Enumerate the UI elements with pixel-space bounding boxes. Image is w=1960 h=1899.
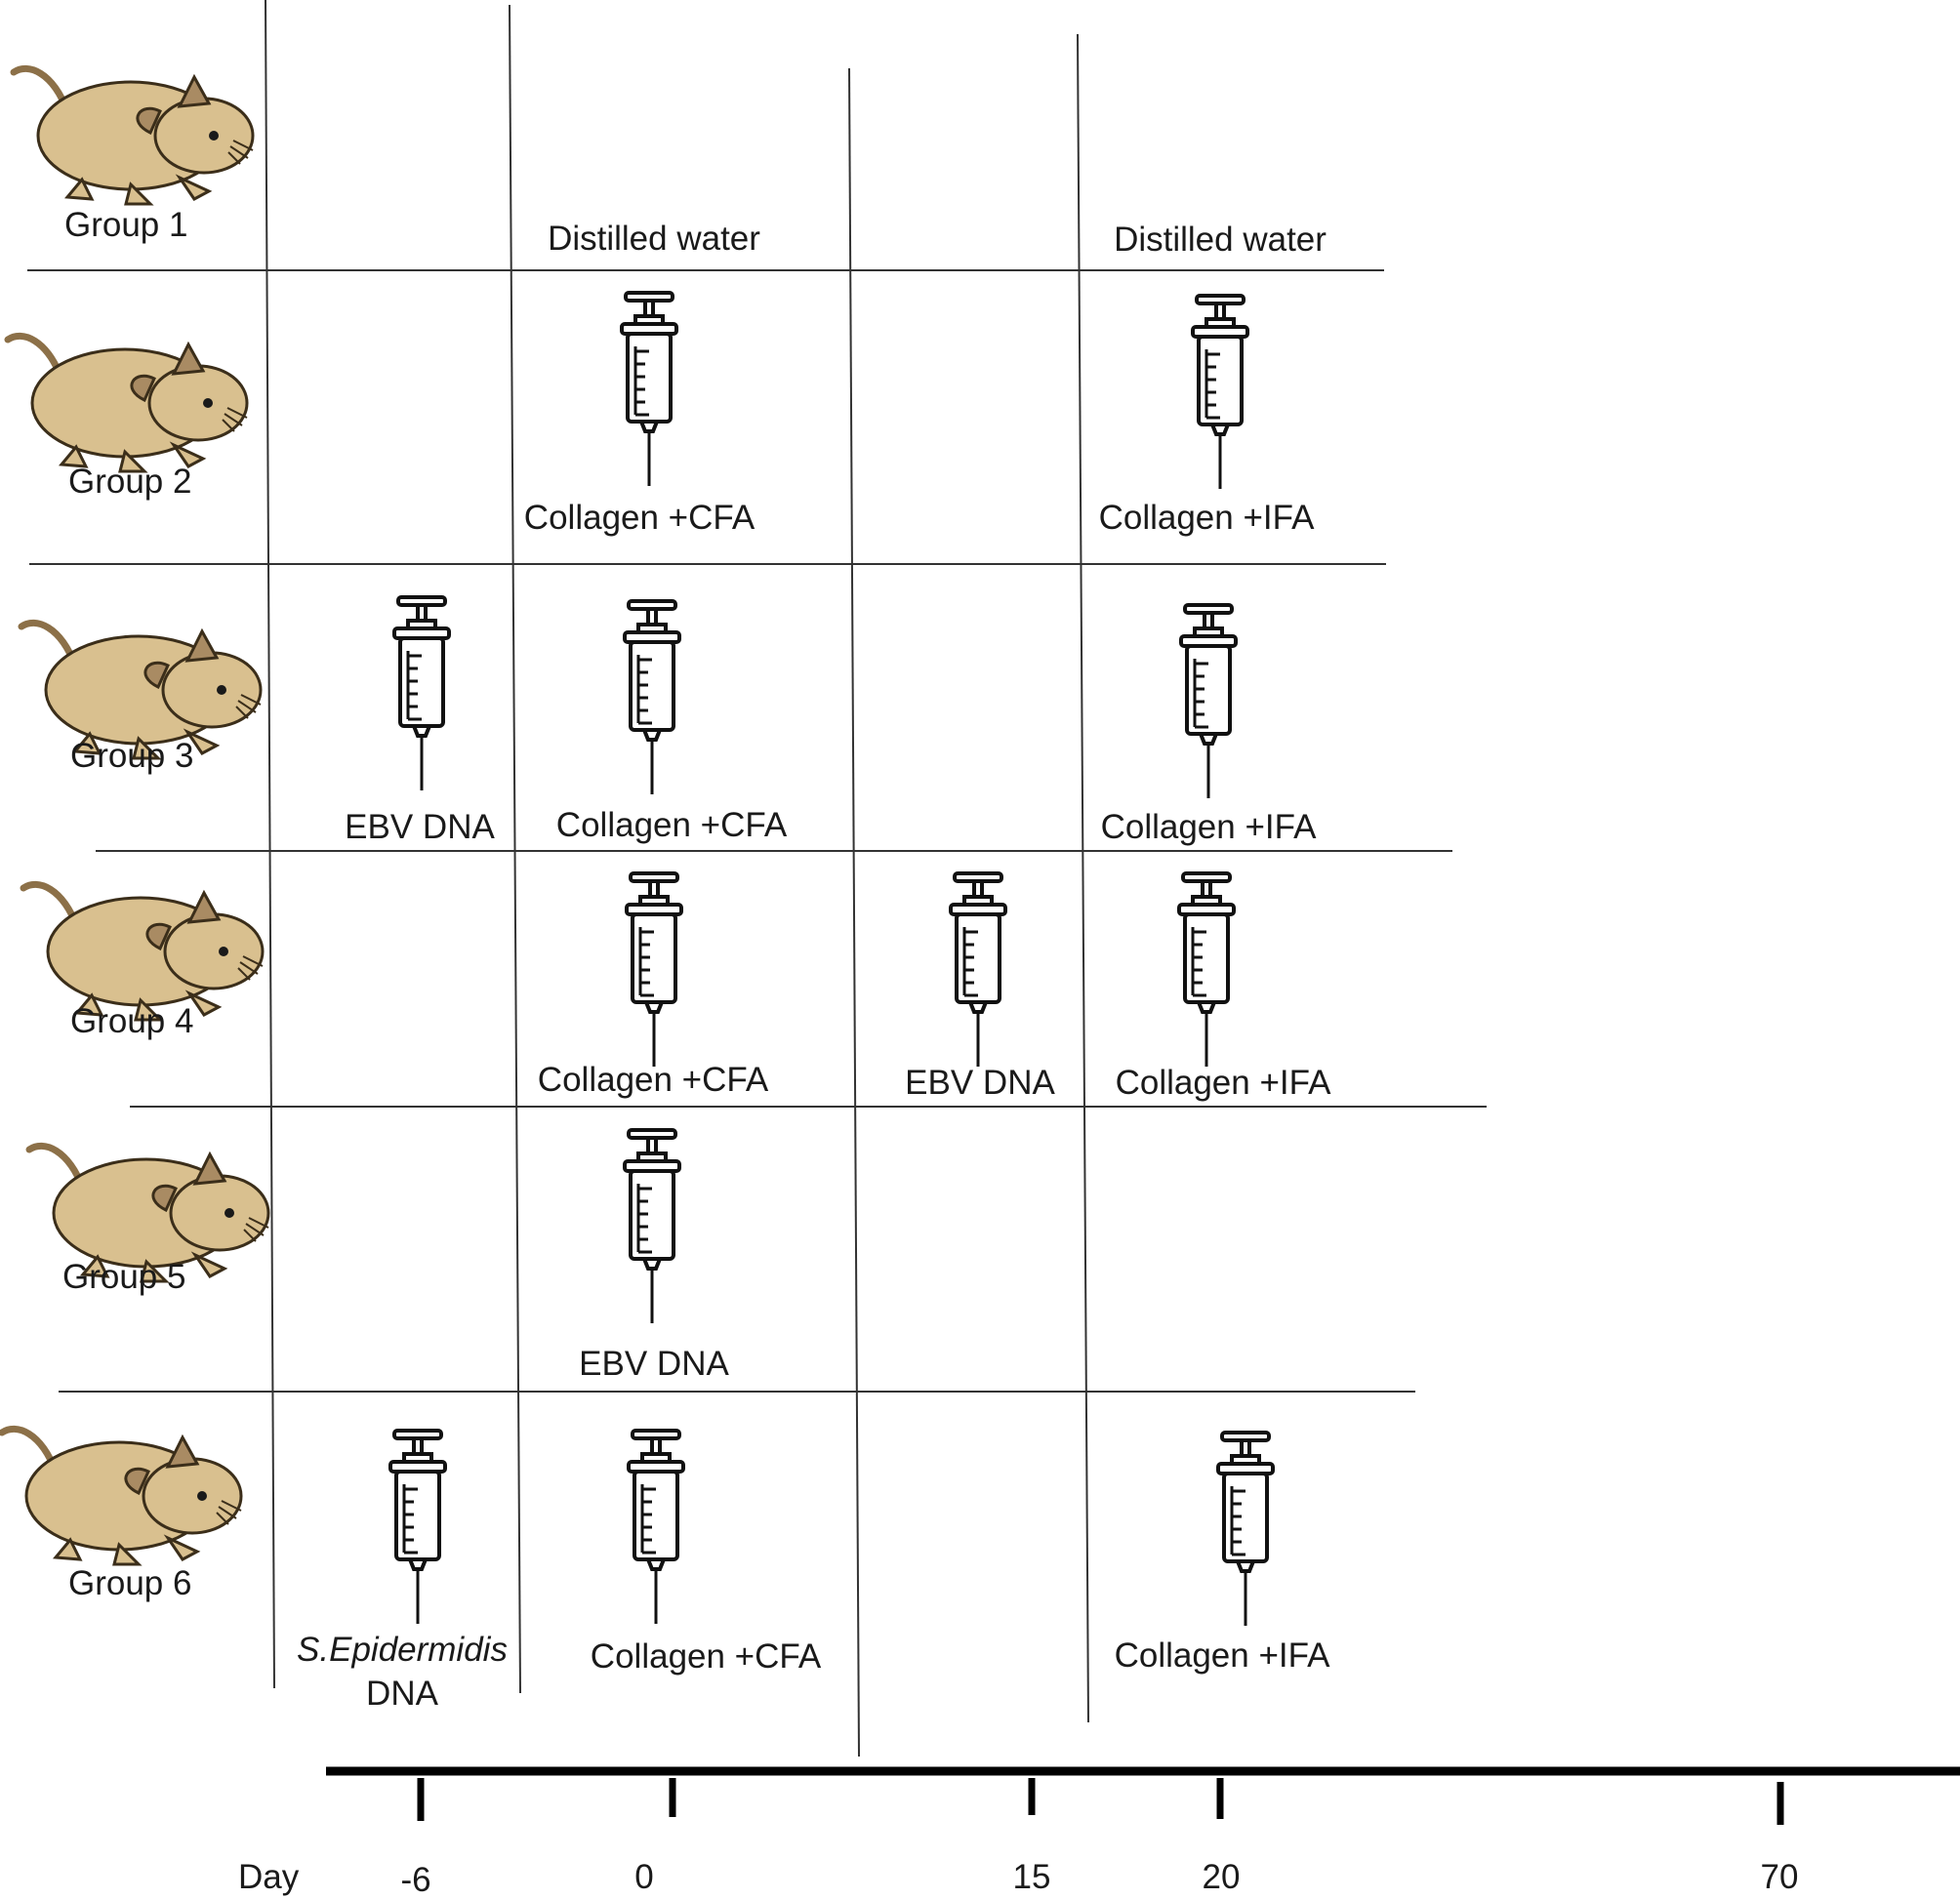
- group-label: Group 6: [68, 1564, 192, 1602]
- treatment-label: Collagen +IFA: [1114, 1636, 1330, 1675]
- syringe-icon: [620, 291, 678, 488]
- treatment-label: EBV DNA: [905, 1064, 1055, 1102]
- syringe-icon: [1177, 871, 1236, 1069]
- group-label: Group 4: [70, 1002, 194, 1040]
- mouse-icon: [8, 336, 247, 471]
- tick-label: 15: [1012, 1858, 1051, 1896]
- treatment-label: Collagen +CFA: [523, 499, 755, 537]
- syringe-icon: [623, 1128, 681, 1325]
- grid-lines: [27, 0, 1487, 1758]
- timeline-unit-label: Day: [238, 1858, 300, 1896]
- treatment-label: EBV DNA: [579, 1345, 729, 1383]
- syringe-icon: [625, 871, 683, 1069]
- tick-label: 70: [1760, 1858, 1799, 1896]
- mouse-icon: [23, 884, 263, 1020]
- group-label: Group 2: [68, 463, 192, 501]
- syringe-icon: [623, 599, 681, 796]
- syringe-icon: [1191, 294, 1249, 491]
- treatment-label: Collagen +CFA: [555, 806, 788, 844]
- syringe-icon: [627, 1429, 685, 1626]
- treatment-label: S.Epidermidis: [297, 1631, 508, 1669]
- syringe-icon: [388, 1429, 447, 1626]
- syringe-icon: [1216, 1431, 1275, 1628]
- treatment-label: Collagen +CFA: [537, 1061, 769, 1099]
- treatment-label: DNA: [366, 1675, 438, 1713]
- treatment-label: Collagen +IFA: [1098, 499, 1315, 537]
- treatment-label: EBV DNA: [345, 808, 495, 846]
- syringe-icon: [949, 871, 1007, 1069]
- syringe-icon: [1179, 603, 1238, 800]
- timeline-axis: [326, 1766, 1960, 1825]
- syringe-icon: [392, 595, 451, 792]
- mouse-icon: [14, 68, 253, 204]
- group-label: Group 1: [64, 206, 188, 244]
- treatment-label: Collagen +IFA: [1100, 808, 1317, 846]
- mouse-icon: [2, 1429, 241, 1564]
- group-label: Group 5: [62, 1258, 186, 1296]
- group-label: Group 3: [70, 737, 194, 775]
- treatment-label: Distilled water: [548, 220, 760, 258]
- tick-label: 20: [1202, 1858, 1241, 1896]
- syringe-icons: [388, 291, 1275, 1628]
- treatment-label: Collagen +IFA: [1115, 1064, 1331, 1102]
- treatment-label: Distilled water: [1114, 221, 1327, 259]
- tick-label: -6: [400, 1861, 431, 1899]
- tick-label: 0: [634, 1858, 654, 1896]
- mouse-icons: [2, 68, 268, 1564]
- treatment-label: Collagen +CFA: [590, 1637, 822, 1676]
